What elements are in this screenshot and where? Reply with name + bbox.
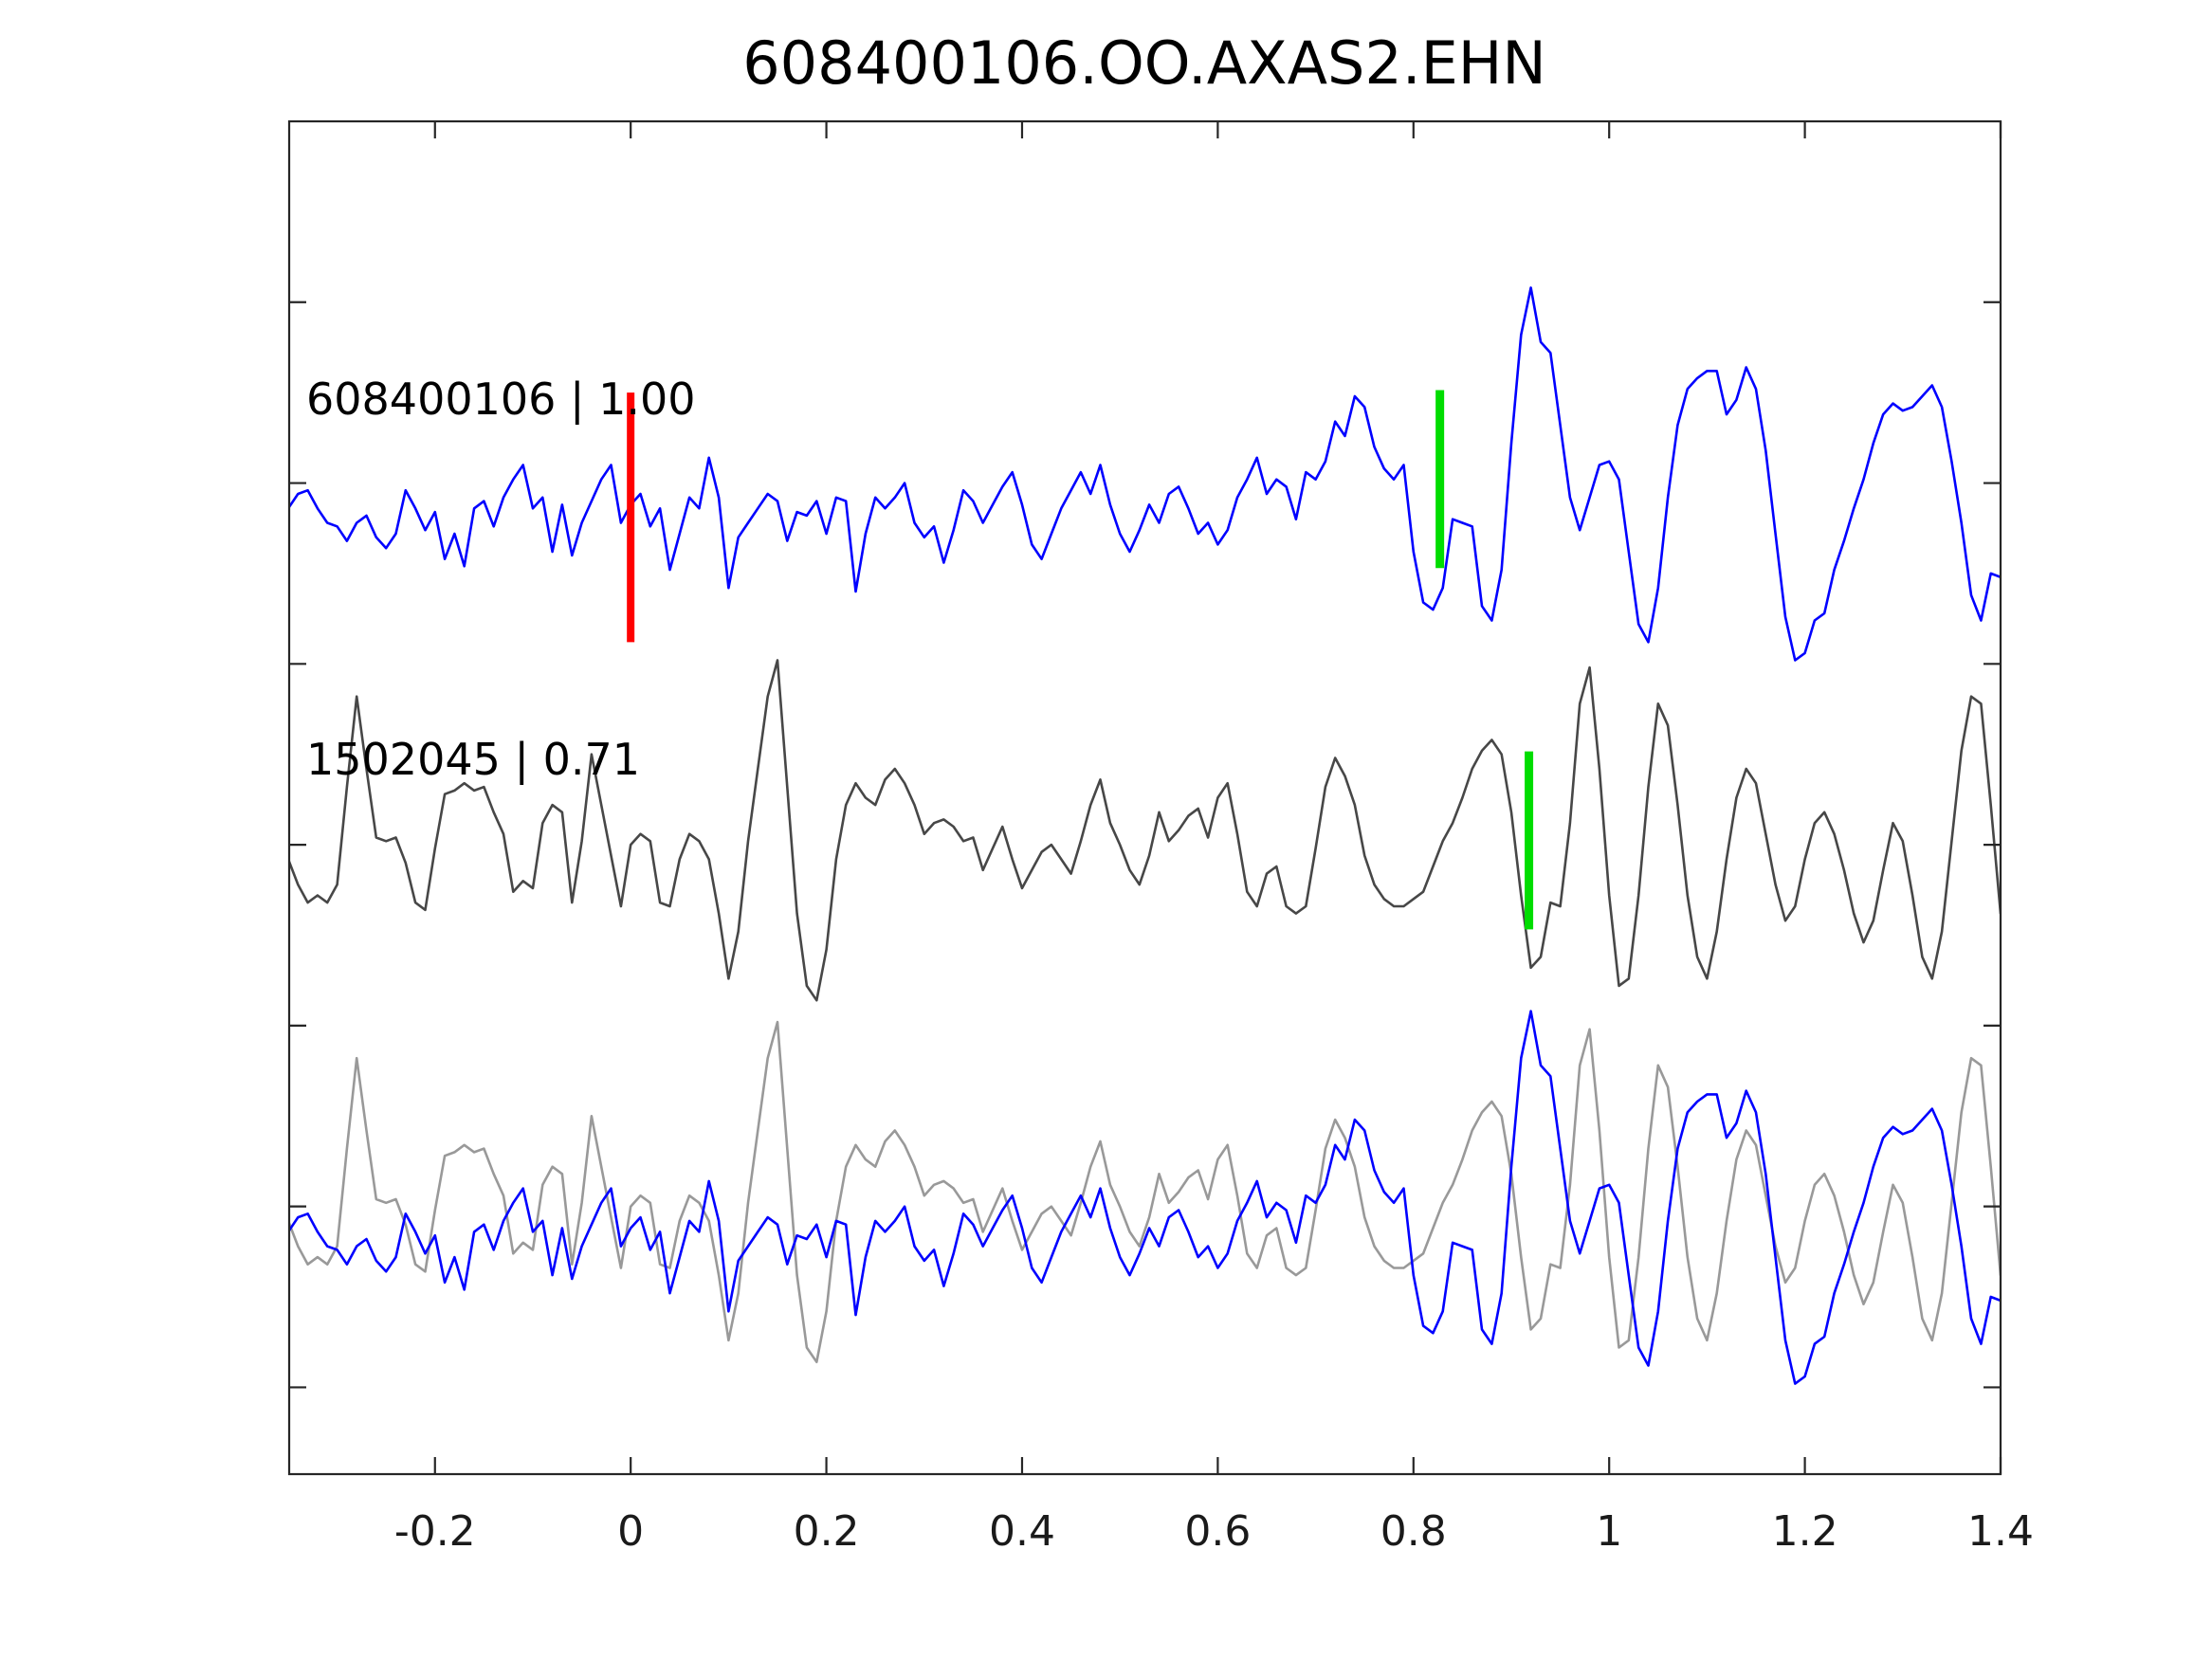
x-tick-label: 0.2: [794, 1507, 860, 1556]
x-tick-label: 1.4: [1967, 1507, 2034, 1556]
template-panel-template-line: [289, 659, 2001, 1002]
trace-label-detection: 608400106 | 1.00: [306, 374, 696, 426]
x-tick-label: 0: [617, 1507, 644, 1556]
overlay-panel-detection-line: [289, 1010, 2001, 1385]
plot-border: [287, 119, 2002, 1476]
x-tick-labels: -0.2 0 0.2 0.4 0.6 0.8 1 1.2 1.4: [394, 1507, 2034, 1556]
plot-title: 608400106.OO.AXAS2.EHN: [742, 28, 1546, 98]
x-tick-label: 0.4: [989, 1507, 1055, 1556]
overlay-panel-template-line: [289, 1020, 2001, 1363]
x-tick-label: 0.8: [1380, 1507, 1447, 1556]
axis-ticks: [289, 121, 2002, 1474]
pick-markers: [627, 390, 1534, 930]
trace-label-template: 1502045 | 0.71: [306, 734, 640, 786]
x-tick-label: 1.2: [1772, 1507, 1838, 1556]
x-tick-label: -0.2: [394, 1507, 476, 1556]
x-tick-label: 1: [1596, 1507, 1622, 1556]
x-tick-label: 0.6: [1184, 1507, 1251, 1556]
trace-lines: [289, 286, 2001, 1385]
detection-panel-detection-line: [289, 286, 2001, 662]
